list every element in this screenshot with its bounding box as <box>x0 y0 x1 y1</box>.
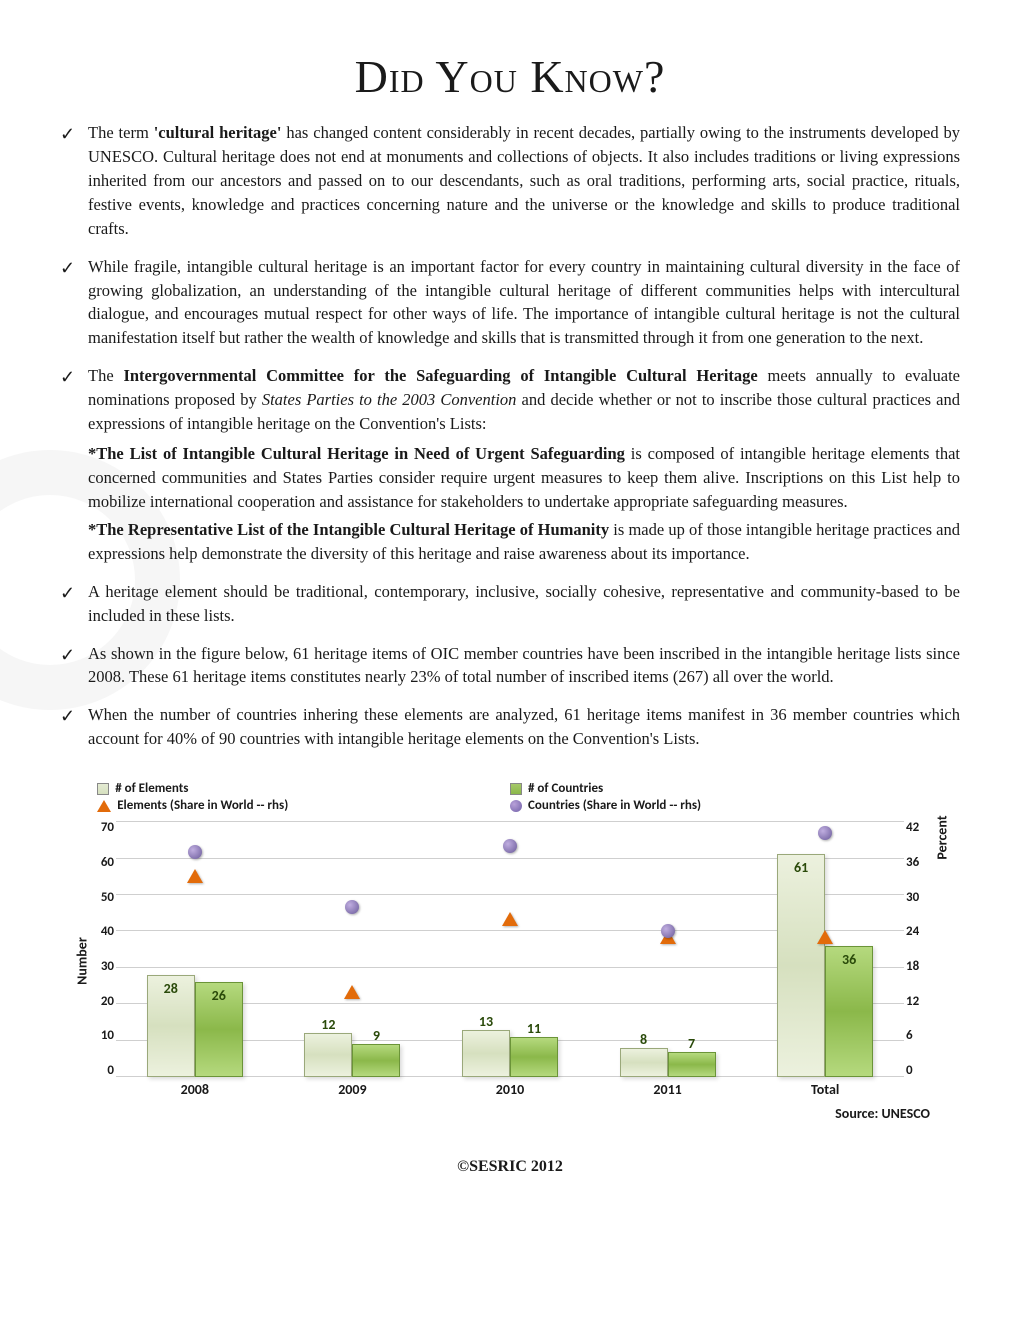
legend-elshare: Elements (Share in World -- rhs) <box>97 798 510 813</box>
plot-area: Number Percent 706050403020100 423630241… <box>116 821 904 1101</box>
bullet-item: While fragile, intangible cultural herit… <box>60 255 960 351</box>
swatch-icon <box>97 783 109 795</box>
legend-label: # of Elements <box>115 781 188 796</box>
sublist-item: *The List of Intangible Cultural Heritag… <box>88 442 960 514</box>
page-content: Did You Know? The term 'cultural heritag… <box>60 50 960 1176</box>
y-axis-left: 706050403020100 <box>80 821 114 1077</box>
legend-coshare: Countries (Share in World -- rhs) <box>510 798 923 813</box>
chart-source: Source: UNESCO <box>80 1105 940 1122</box>
bullet-text: The Intergovernmental Committee for the … <box>88 366 960 433</box>
bars-container: 28261291311876136 <box>116 821 904 1077</box>
bullet-text: The term 'cultural heritage' has changed… <box>88 123 960 238</box>
page-title: Did You Know? <box>60 50 960 103</box>
page-footer: ©SESRIC 2012 <box>60 1158 960 1176</box>
chart: # of Elements Elements (Share in World -… <box>60 771 960 1130</box>
bullet-item: The term 'cultural heritage' has changed… <box>60 121 960 241</box>
y-axis-right: 42363024181260 <box>906 821 940 1077</box>
sublist-item: *The Representative List of the Intangib… <box>88 518 960 566</box>
legend-label: Countries (Share in World -- rhs) <box>528 798 701 813</box>
sublist: *The List of Intangible Cultural Heritag… <box>88 442 960 566</box>
legend-label: # of Countries <box>528 781 603 796</box>
swatch-icon <box>510 783 522 795</box>
triangle-icon <box>97 800 111 812</box>
chart-legend: # of Elements Elements (Share in World -… <box>80 781 940 815</box>
bullet-item: When the number of countries inhering th… <box>60 703 960 751</box>
bullet-list: The term 'cultural heritage' has changed… <box>60 121 960 751</box>
x-axis: 2008200920102011Total <box>116 1077 904 1101</box>
bullet-item: The Intergovernmental Committee for the … <box>60 364 960 565</box>
bullet-item: As shown in the figure below, 61 heritag… <box>60 642 960 690</box>
bullet-item: A heritage element should be traditional… <box>60 580 960 628</box>
legend-countries: # of Countries <box>510 781 923 796</box>
legend-elements: # of Elements <box>97 781 510 796</box>
legend-label: Elements (Share in World -- rhs) <box>117 798 288 813</box>
circle-icon <box>510 800 522 812</box>
